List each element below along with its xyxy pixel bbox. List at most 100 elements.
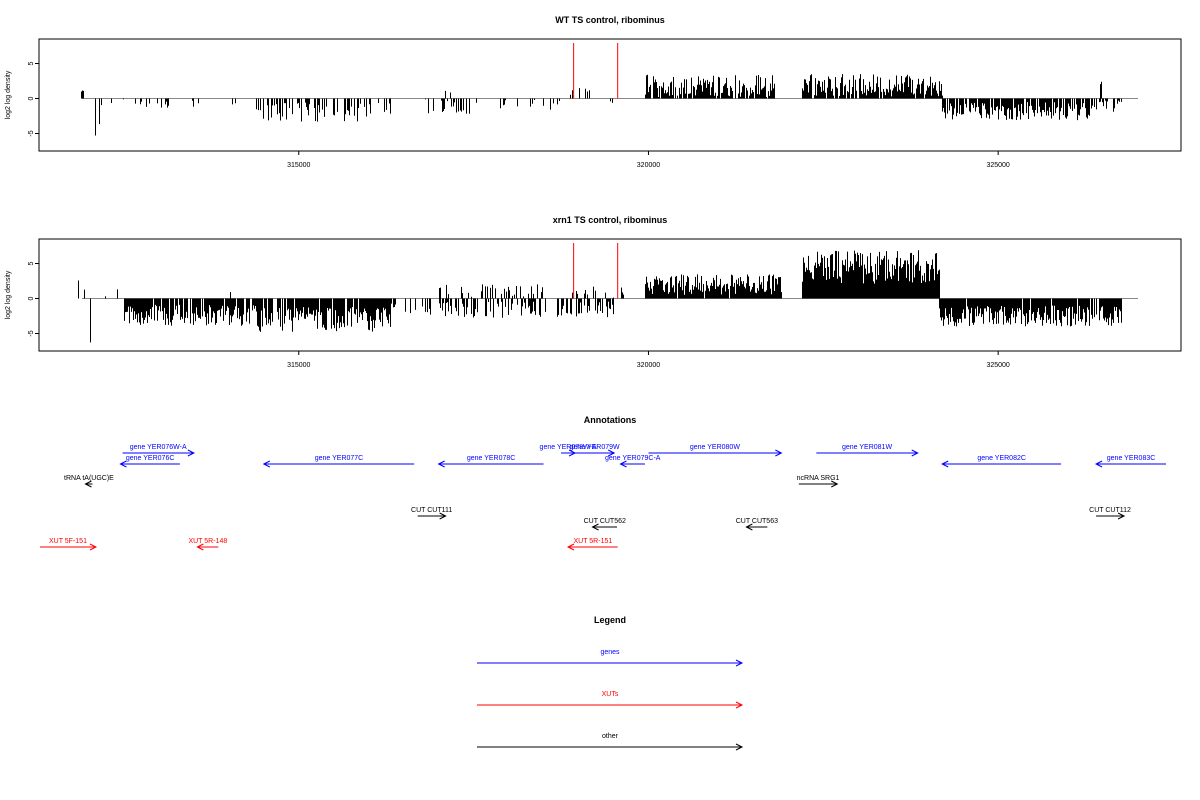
feature-label: gene YER083C (1107, 455, 1156, 462)
feature-label: CUT CUT562 (584, 518, 626, 525)
x-tick-label: 320000 (637, 362, 660, 369)
annotation-feature: CUT CUT111 (411, 507, 452, 520)
feature-label: gene YER082C (977, 455, 1026, 462)
annotation-feature: gene YER079C-A (605, 455, 661, 468)
y-axis: -5 0 5 (28, 261, 39, 337)
annotation-features: gene YER076W-A gene YER076C tRNA tA(UGC)E g… (40, 444, 1167, 551)
y-tick-label: 0 (28, 296, 35, 300)
legend-label: genes (600, 649, 620, 656)
feature-label: CUT CUT563 (736, 518, 778, 525)
y-tick-label: -5 (28, 130, 35, 136)
feature-arrow-head (775, 449, 783, 457)
feature-arrow-head (619, 460, 627, 468)
annotation-feature: gene YER077C (262, 455, 415, 468)
feature-label: XUT 5R-148 (188, 538, 227, 545)
legend-arrow-head (735, 701, 744, 709)
feature-arrow-head (89, 543, 98, 551)
panel-title: WT TS control, ribominus (555, 15, 665, 25)
feature-arrow-head (941, 460, 949, 468)
marker-lines (573, 43, 619, 99)
feature-label: gene YER081W (842, 444, 892, 451)
feature-arrow-head (607, 449, 616, 457)
annotations-track: Annotations gene YER076W-A gene YER076C tR… (40, 415, 1167, 551)
annotation-feature: gene YER082C (941, 455, 1062, 468)
x-axis: 315000 320000 325000 (287, 351, 1010, 369)
feature-arrow-head (1117, 512, 1126, 520)
panel-wt: WT TS control, ribominus log2 log densit… (5, 15, 1182, 169)
legend-arrow-head (735, 659, 744, 667)
legend: Legend genes XUTs other (477, 615, 744, 751)
feature-label: ncRNA SRG1 (797, 475, 840, 482)
marker-lines (573, 243, 619, 299)
feature-label: gene YER078W-A (540, 444, 597, 451)
annotation-feature: gene YER079W (570, 444, 620, 457)
feature-arrow-head (566, 543, 575, 551)
feature-label: gene YER079C-A (605, 455, 661, 462)
y-tick-label: 0 (28, 96, 35, 100)
feature-label: tRNA tA(UGC)E (64, 475, 114, 482)
annotation-feature: tRNA tA(UGC)E (64, 475, 114, 488)
annotation-feature: XUT 5R-148 (188, 538, 227, 551)
annotation-feature: gene YER076W-A (122, 444, 195, 457)
plot-frame (38, 238, 1182, 352)
annotation-feature: gene YER078C (437, 455, 544, 468)
feature-label: CUT CUT112 (1089, 507, 1131, 514)
feature-label: gene YER076W-A (130, 444, 187, 451)
legend-label: other (602, 733, 619, 740)
annotation-feature: gene YER083C (1094, 455, 1167, 468)
legend-title: Legend (594, 615, 626, 625)
x-tick-label: 315000 (287, 362, 310, 369)
y-axis-label: log2 log density (5, 70, 12, 119)
legend-items: genes XUTs other (477, 649, 744, 751)
feature-arrow-head (262, 460, 271, 468)
annotation-feature: gene YER076C (119, 455, 180, 468)
annotation-feature: CUT CUT562 (584, 518, 626, 531)
feature-label: gene YER079W (570, 444, 620, 451)
feature-arrow-head (437, 460, 445, 468)
panel-title: xrn1 TS control, ribominus (553, 215, 668, 225)
annotation-feature: CUT CUT563 (736, 518, 778, 531)
legend-arrow-head (735, 743, 744, 751)
feature-arrow-head (196, 543, 204, 551)
feature-label: gene YER078C (467, 455, 516, 462)
feature-arrow-head (831, 480, 839, 488)
feature-arrow-head (187, 449, 195, 457)
feature-arrow-head (591, 523, 599, 531)
annotation-feature: XUT 5F-151 (40, 538, 98, 551)
feature-arrow-head (439, 512, 447, 520)
x-tick-label: 325000 (986, 162, 1009, 169)
annotation-feature: gene YER081W (816, 444, 919, 457)
feature-label: XUT 5R-151 (573, 538, 612, 545)
feature-label: CUT CUT111 (411, 507, 452, 514)
annotation-feature: ncRNA SRG1 (797, 475, 840, 488)
feature-arrow-head (119, 460, 127, 468)
legend-item: genes (477, 649, 744, 667)
legend-label: XUTs (602, 691, 619, 698)
x-axis: 315000 320000 325000 (287, 151, 1010, 169)
legend-item: other (477, 733, 744, 751)
legend-item: XUTs (477, 691, 744, 709)
feature-label: gene YER080W (690, 444, 740, 451)
y-tick-label: -5 (28, 330, 35, 336)
feature-arrow-head (84, 480, 92, 488)
feature-label: gene YER077C (315, 455, 364, 462)
feature-arrow-head (911, 449, 919, 457)
annotation-feature: CUT CUT112 (1089, 507, 1131, 520)
feature-arrow-head (1094, 460, 1103, 468)
x-tick-label: 315000 (287, 162, 310, 169)
x-tick-label: 320000 (637, 162, 660, 169)
y-axis-label: log2 log density (5, 270, 12, 319)
track-bars (78, 250, 1138, 343)
y-tick-label: 5 (28, 61, 35, 65)
x-tick-label: 325000 (986, 362, 1009, 369)
feature-label: gene YER076C (126, 455, 175, 462)
track-bars (81, 74, 1138, 136)
plot-frame (38, 38, 1182, 152)
panel-xrn1: xrn1 TS control, ribominus log2 log dens… (5, 215, 1182, 369)
y-axis: -5 0 5 (28, 61, 39, 137)
annotation-feature: XUT 5R-151 (566, 538, 618, 551)
y-tick-label: 5 (28, 261, 35, 265)
feature-label: XUT 5F-151 (49, 538, 87, 545)
annotation-feature: gene YER080W (648, 444, 783, 457)
